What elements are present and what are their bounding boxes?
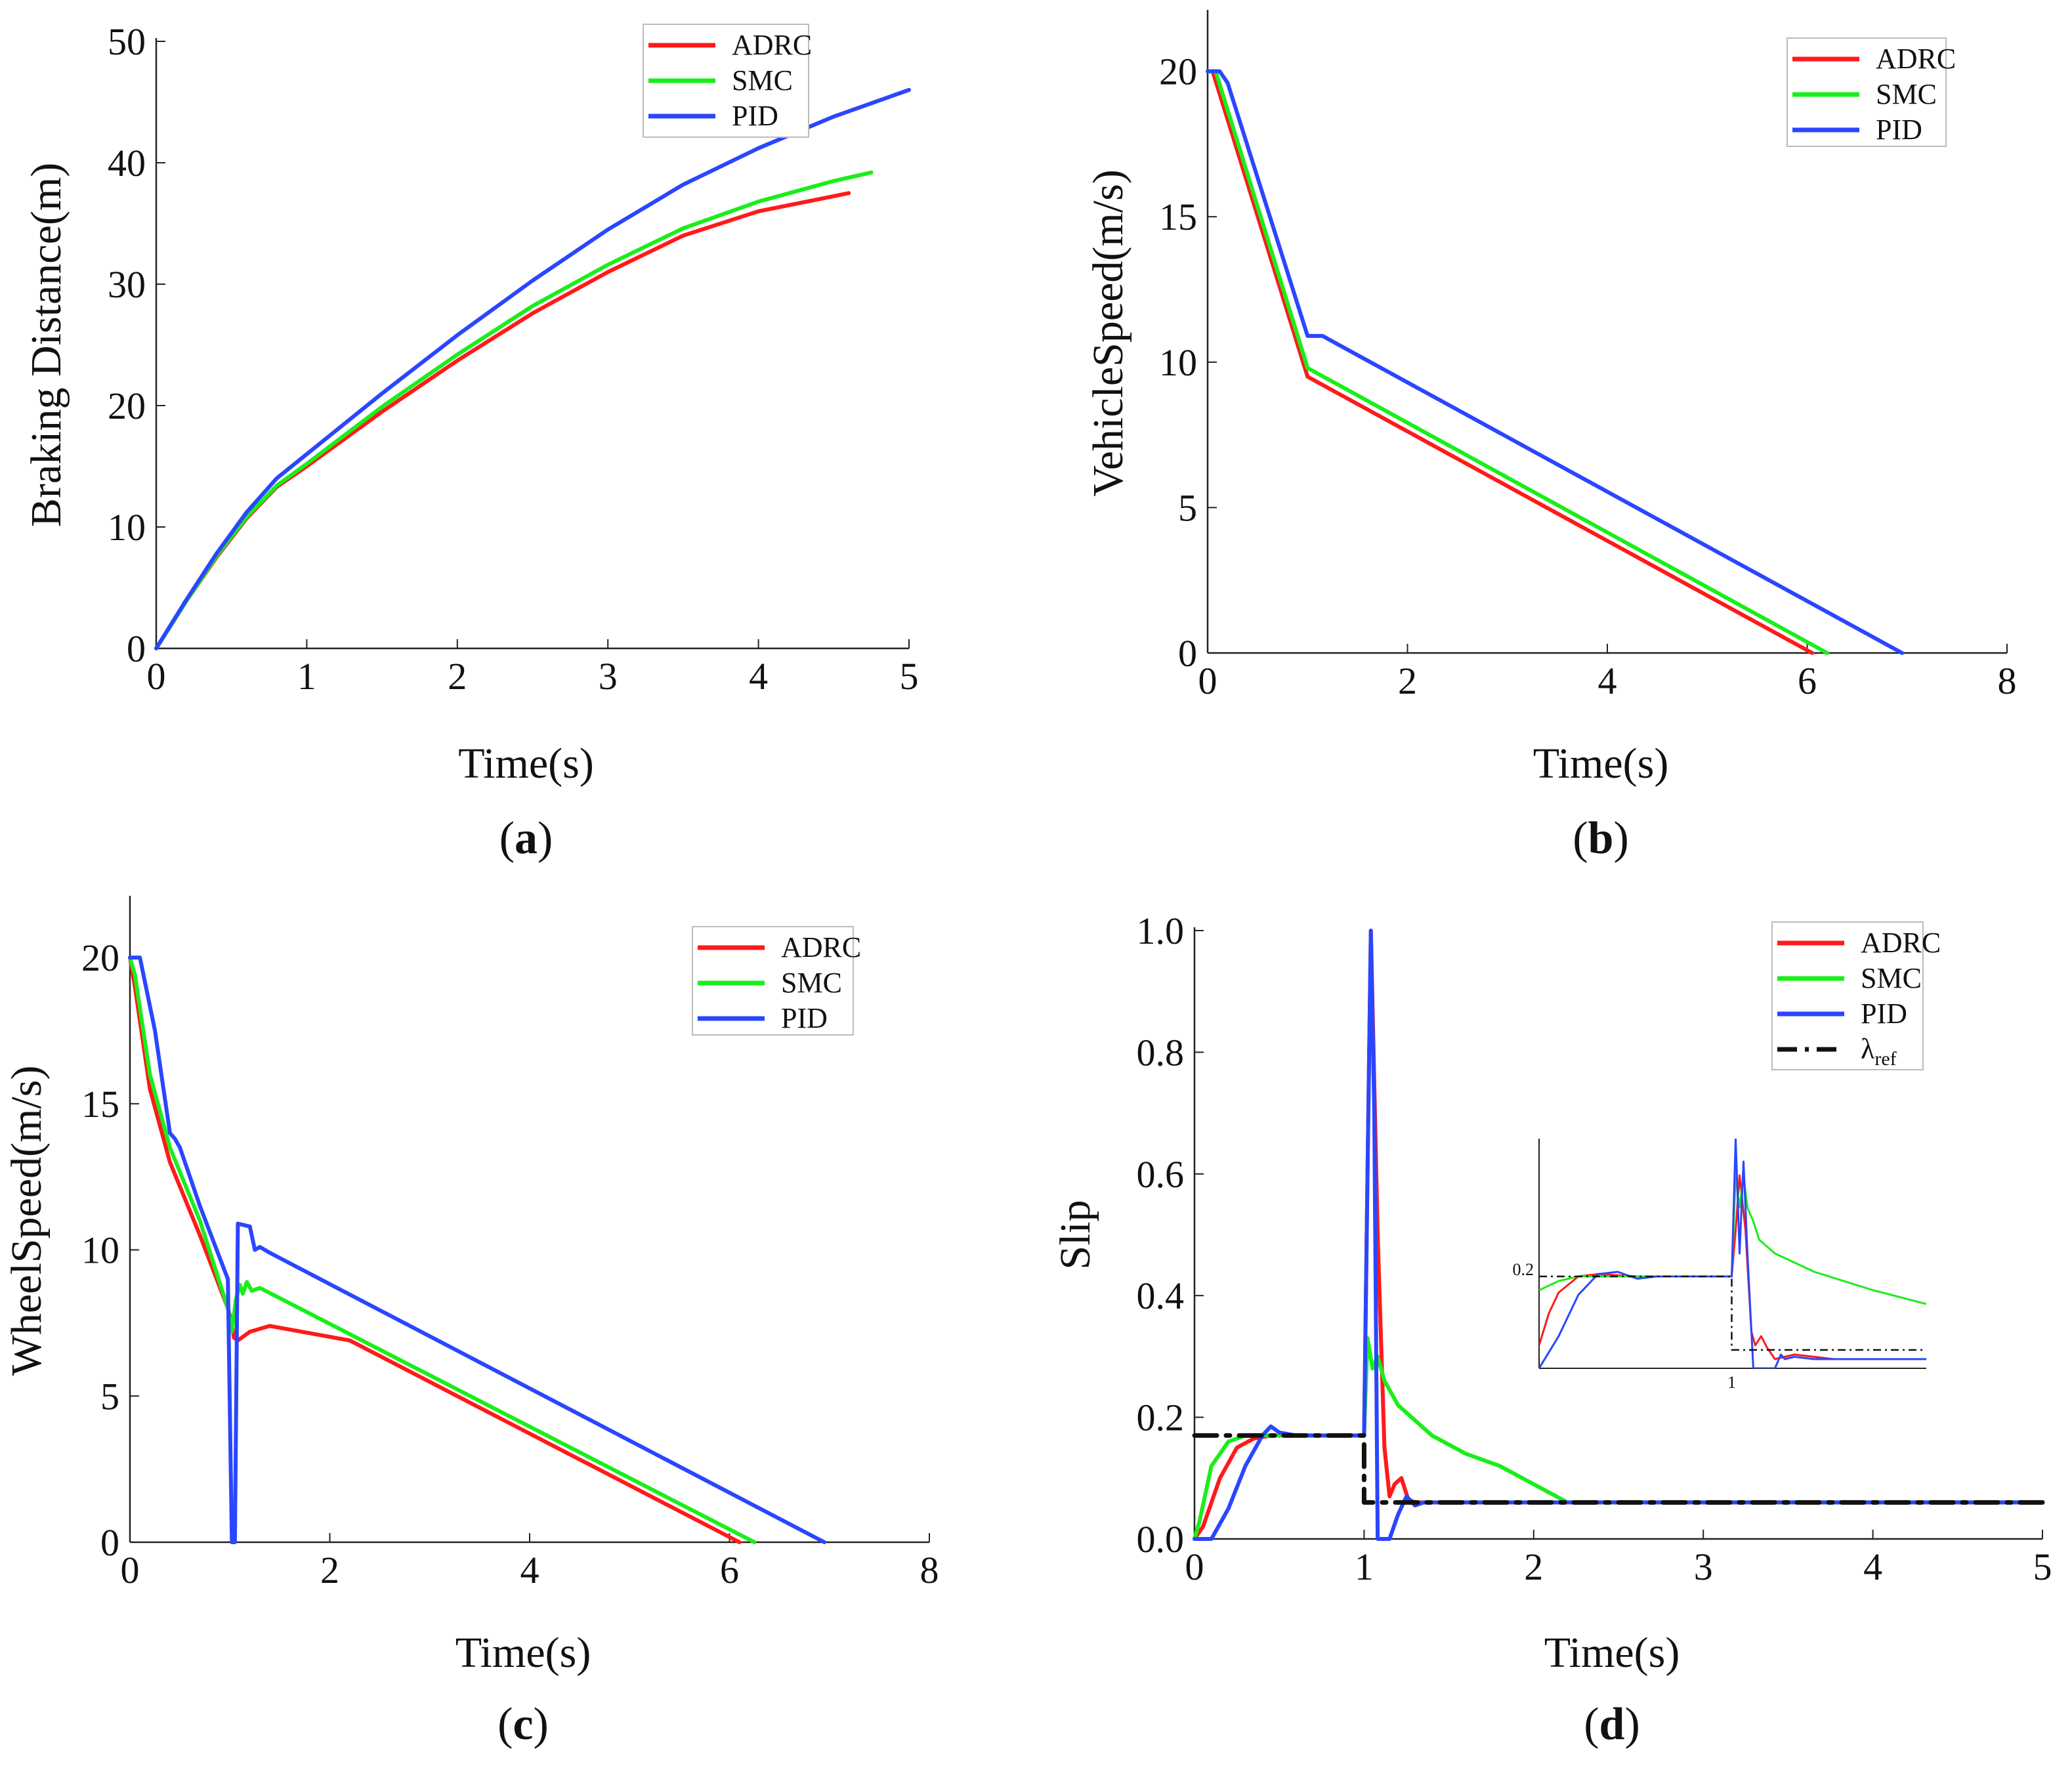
- y-axis-label: VehicleSpeed(m/s): [1084, 169, 1132, 497]
- series-line-ADRC: [128, 956, 742, 1544]
- x-tick-label: 5: [2033, 1545, 2052, 1588]
- y-tick-label: 15: [81, 1083, 119, 1125]
- y-tick-label: 10: [1159, 341, 1197, 384]
- legend-box: [1771, 921, 1924, 1070]
- y-axis-label: Slip: [1051, 1200, 1099, 1269]
- x-axis-label: Time(s): [458, 740, 594, 788]
- legend-label: SMC: [732, 64, 793, 96]
- x-tick-label: 4: [1863, 1545, 1882, 1588]
- series-line-PID: [1206, 69, 1905, 655]
- y-tick-label: 0.6: [1137, 1153, 1185, 1196]
- y-tick-label: 40: [108, 142, 146, 184]
- x-tick-label: 0: [121, 1549, 140, 1591]
- legend-label: SMC: [1876, 78, 1937, 110]
- y-axis-label: WheelSpeed(m/s): [3, 1066, 51, 1376]
- x-tick-label: 2: [1524, 1545, 1543, 1588]
- x-tick-label: 3: [1694, 1545, 1713, 1588]
- legend-label: SMC: [781, 967, 842, 999]
- panel-label: (a): [499, 813, 553, 864]
- series-line-ADRC: [154, 191, 851, 650]
- series-line-lambda-ref: [1192, 1433, 2045, 1505]
- inset-y-tick-label: 0.2: [1513, 1260, 1534, 1279]
- x-tick-label: 2: [448, 655, 467, 698]
- legend-label: PID: [1876, 114, 1922, 146]
- x-axis-label: Time(s): [455, 1629, 591, 1677]
- x-tick-label: 4: [520, 1549, 539, 1591]
- legend-label: SMC: [1861, 962, 1922, 994]
- y-tick-label: 5: [100, 1375, 119, 1418]
- y-tick-label: 1.0: [1137, 910, 1185, 952]
- legend-label: ADRC: [1861, 927, 1941, 959]
- chart-panel-2: 0 2 4 6 8 0 5 10 15 20 Time(s) VehicleSpeed(m/s) ADR…: [1084, 10, 2017, 864]
- y-tick-label: 0.0: [1137, 1518, 1185, 1561]
- inset-x-tick-label: 1: [1727, 1373, 1736, 1392]
- legend-label: ADRC: [732, 29, 812, 61]
- x-tick-label: 0: [147, 655, 166, 698]
- y-tick-label: 20: [81, 936, 119, 979]
- x-tick-label: 3: [599, 655, 618, 698]
- legend-label: PID: [1861, 998, 1907, 1030]
- chart-panel-4: 0 1 2 3 4 5 0.0 0.2 0.4 0.6 0.8 1.0 Time(s) Slip ADRCS…: [1051, 910, 2052, 1750]
- series-line-SMC: [128, 956, 757, 1544]
- series-line-ADRC: [1206, 69, 1815, 655]
- x-axis-label: Time(s): [1533, 740, 1669, 788]
- legend-label: ADRC: [1876, 43, 1956, 75]
- x-tick-label: 0: [1185, 1545, 1204, 1588]
- x-tick-label: 6: [720, 1549, 739, 1591]
- x-tick-label: 8: [1998, 660, 2017, 702]
- x-tick-label: 4: [1598, 660, 1617, 702]
- x-tick-label: 5: [900, 655, 919, 698]
- y-tick-label: 10: [108, 506, 146, 549]
- y-tick-label: 0.4: [1137, 1274, 1185, 1317]
- series-line-SMC: [1206, 69, 1829, 655]
- chart-panel-3: 0 2 4 6 8 0 5 10 15 20 Time(s) WheelSpeed(m/s) ADRC S…: [3, 896, 939, 1750]
- y-tick-label: 10: [81, 1229, 119, 1272]
- x-tick-label: 2: [320, 1549, 339, 1591]
- y-tick-label: 5: [1178, 486, 1197, 529]
- x-tick-label: 8: [920, 1549, 939, 1591]
- x-tick-label: 2: [1398, 660, 1417, 702]
- x-tick-label: 0: [1198, 660, 1217, 702]
- y-tick-label: 20: [1159, 51, 1197, 93]
- panel-label: (b): [1573, 813, 1629, 864]
- inset-series-line-lambda-ref: [1539, 1275, 1926, 1351]
- inset-series-line-PID: [1539, 1139, 1926, 1368]
- legend-label: λref: [1861, 1033, 1897, 1070]
- y-tick-label: 0: [1178, 632, 1197, 675]
- y-tick-label: 20: [108, 385, 146, 427]
- y-tick-label: 30: [108, 263, 146, 306]
- series-line-PID: [128, 956, 827, 1544]
- y-tick-label: 0: [100, 1521, 119, 1564]
- y-axis-label: Braking Distance(m): [22, 163, 70, 527]
- x-tick-label: 4: [749, 655, 768, 698]
- series-line-PID: [154, 88, 911, 650]
- y-tick-label: 0: [127, 627, 146, 670]
- y-tick-label: 15: [1159, 196, 1197, 238]
- legend-label: ADRC: [781, 931, 861, 963]
- legend-label: PID: [781, 1002, 828, 1034]
- x-tick-label: 1: [1355, 1545, 1374, 1588]
- inset-chart: 0.21: [1513, 1139, 1926, 1392]
- series-line-SMC: [154, 170, 874, 650]
- y-tick-label: 50: [108, 20, 146, 63]
- x-axis-label: Time(s): [1544, 1629, 1680, 1677]
- legend-label: PID: [732, 100, 778, 132]
- y-tick-label: 0.2: [1137, 1397, 1185, 1439]
- x-tick-label: 6: [1798, 660, 1817, 702]
- panel-label: (c): [497, 1699, 549, 1750]
- x-tick-label: 1: [297, 655, 316, 698]
- panel-label: (d): [1584, 1699, 1640, 1750]
- y-tick-label: 0.8: [1137, 1031, 1185, 1074]
